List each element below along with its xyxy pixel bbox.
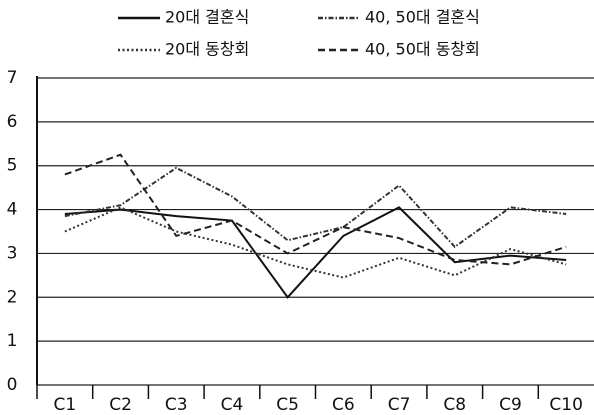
legend-label: 40, 50대 동창회: [365, 40, 480, 59]
x-tick-label: C4: [221, 395, 244, 415]
y-tick-label: 5: [7, 156, 18, 176]
y-tick-label: 7: [7, 68, 18, 88]
y-tick-label: 1: [7, 331, 18, 351]
x-tick-label: C3: [165, 395, 188, 415]
x-tick-label: C7: [388, 395, 411, 415]
x-tick-label: C5: [276, 395, 299, 415]
x-tick-label: C2: [109, 395, 132, 415]
x-tick-label: C1: [54, 395, 77, 415]
series-line: [64, 153, 567, 266]
y-tick-label: 2: [7, 287, 18, 307]
y-tick-label: 4: [7, 200, 18, 220]
y-tick-label: 3: [7, 243, 18, 263]
x-tick-label: C9: [499, 395, 522, 415]
legend-label: 40, 50대 결혼식: [365, 8, 480, 27]
x-tick-label: C8: [443, 395, 466, 415]
y-tick-label: 6: [7, 112, 18, 132]
series-line: [64, 166, 567, 249]
legend-label: 20대 동창회: [165, 40, 249, 59]
series-line: [64, 206, 567, 279]
legend-label: 20대 결혼식: [165, 8, 249, 27]
x-tick-label: C10: [549, 395, 583, 415]
series-line: [64, 206, 567, 299]
x-tick-label: C6: [332, 395, 355, 415]
y-tick-label: 0: [7, 375, 18, 395]
